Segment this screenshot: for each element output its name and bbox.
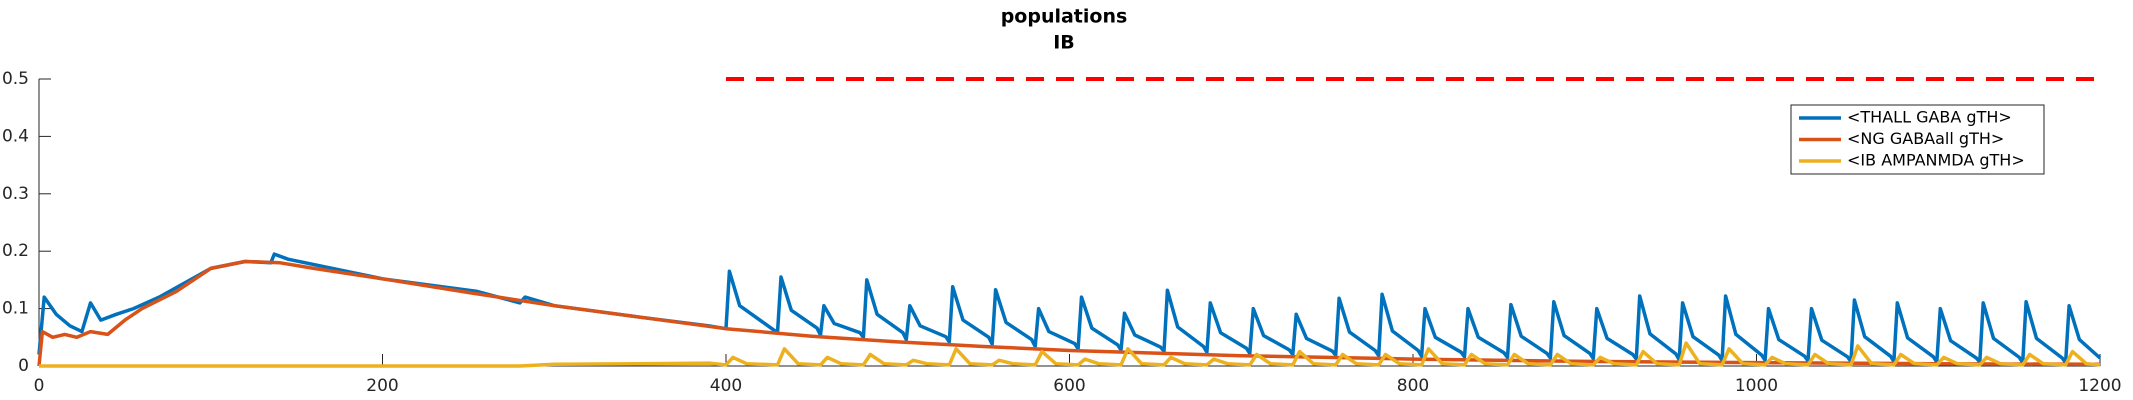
x-tick-label: 1200: [2078, 376, 2121, 396]
y-tick-label: 0.4: [2, 126, 29, 146]
x-tick-label: 800: [1397, 376, 1429, 396]
legend-label: <THALL GABA gTH>: [1847, 108, 2012, 127]
x-tick-label: 1000: [1735, 376, 1778, 396]
x-tick-label: 0: [34, 376, 45, 396]
y-tick-label: 0.3: [2, 184, 29, 204]
legend-label: <NG GABAall gTH>: [1847, 129, 2004, 148]
chart-subtitle: IB: [1053, 32, 1075, 54]
y-tick-label: 0.1: [2, 299, 29, 319]
series-line: [37, 259, 2101, 367]
x-tick-label: 400: [710, 376, 742, 396]
series-line: [39, 341, 2101, 368]
y-tick-label: 0.5: [2, 69, 29, 89]
chart-title: populations: [1001, 6, 1128, 28]
y-tick-label: 0: [18, 356, 29, 376]
x-tick-label: 200: [366, 376, 398, 396]
legend-label: <IB AMPANMDA gTH>: [1847, 151, 2025, 170]
series-line: [37, 252, 2102, 365]
legend: <THALL GABA gTH> <NG GABAall gTH> <IB AMPA…: [1790, 104, 2045, 175]
x-tick-label: 600: [1053, 376, 1085, 396]
y-tick-label: 0.2: [2, 241, 29, 261]
